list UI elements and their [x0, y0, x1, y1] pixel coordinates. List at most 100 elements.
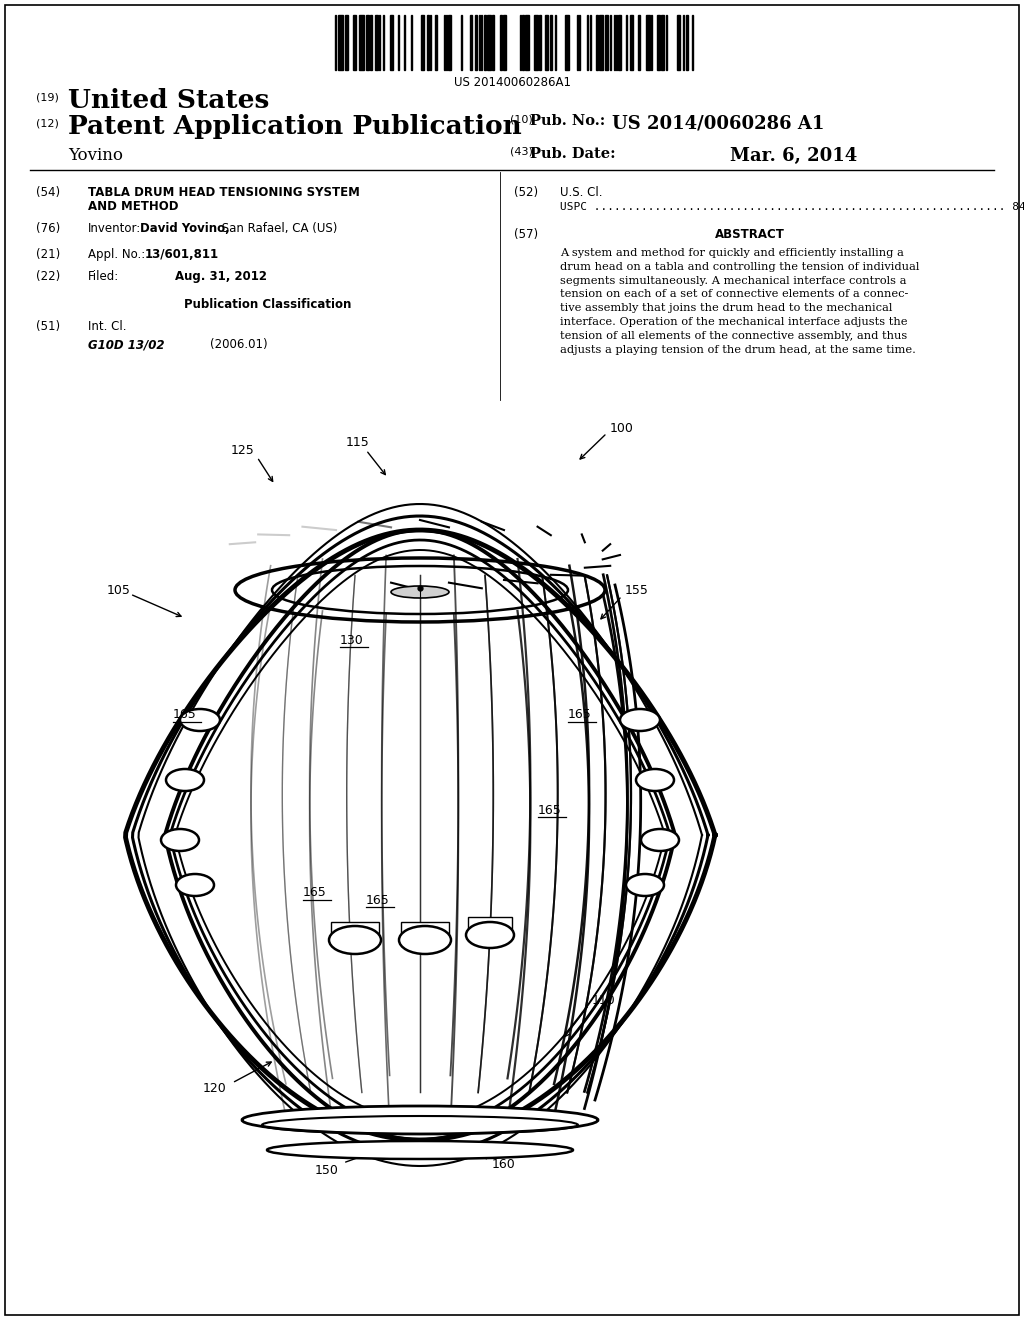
Bar [390, 15, 393, 70]
Bar [522, 15, 524, 70]
Bar [475, 15, 477, 70]
Bar [345, 15, 348, 70]
Ellipse shape [641, 829, 679, 851]
Bar [375, 15, 378, 70]
Text: San Rafael, CA (US): San Rafael, CA (US) [218, 222, 337, 235]
Text: ABSTRACT: ABSTRACT [715, 228, 785, 242]
Text: Mar. 6, 2014: Mar. 6, 2014 [730, 147, 857, 165]
Bar [359, 15, 364, 70]
Text: (51): (51) [36, 319, 60, 333]
Ellipse shape [399, 927, 451, 954]
Text: Inventor:: Inventor: [88, 222, 141, 235]
Bar [338, 15, 343, 70]
Bar [366, 15, 369, 70]
Bar [353, 15, 356, 70]
Text: US 2014/0060286 A1: US 2014/0060286 A1 [612, 114, 824, 132]
Ellipse shape [242, 1106, 598, 1134]
Ellipse shape [466, 921, 514, 948]
Text: 155: 155 [625, 583, 649, 597]
Bar [435, 15, 437, 70]
Ellipse shape [329, 927, 381, 954]
Text: adjusts a playing tension of the drum head, at the same time.: adjusts a playing tension of the drum he… [560, 345, 915, 355]
Text: (57): (57) [514, 228, 539, 242]
Ellipse shape [636, 770, 674, 791]
Text: (54): (54) [36, 186, 60, 199]
Bar [534, 15, 538, 70]
Text: segments simultaneously. A mechanical interface controls a: segments simultaneously. A mechanical in… [560, 276, 906, 285]
Bar [370, 15, 372, 70]
Bar [630, 15, 633, 70]
Text: G10D 13/02: G10D 13/02 [88, 338, 165, 351]
Text: 110: 110 [592, 994, 615, 1006]
Bar [427, 15, 429, 70]
Bar [500, 15, 502, 70]
Ellipse shape [391, 586, 449, 598]
Bar [618, 15, 621, 70]
Text: Publication Classification: Publication Classification [184, 298, 351, 312]
Text: 105: 105 [106, 583, 131, 597]
Text: 165: 165 [367, 894, 390, 907]
Text: (43): (43) [510, 147, 532, 157]
Bar [487, 15, 490, 70]
Text: tension of all elements of the connective assembly, and thus: tension of all elements of the connectiv… [560, 331, 907, 341]
Bar [565, 15, 569, 70]
Bar [449, 15, 451, 70]
Bar [545, 15, 548, 70]
Text: AND METHOD: AND METHOD [88, 201, 178, 213]
Text: (19): (19) [36, 92, 58, 103]
Bar [421, 15, 424, 70]
Bar [470, 15, 472, 70]
Text: (12): (12) [36, 117, 58, 128]
Text: 13/601,811: 13/601,811 [145, 248, 219, 261]
Text: 165: 165 [173, 709, 197, 722]
Bar [646, 15, 650, 70]
Text: 115: 115 [346, 437, 370, 450]
Ellipse shape [176, 874, 214, 896]
Text: 165: 165 [303, 887, 327, 899]
Bar [638, 15, 640, 70]
Text: tension on each of a set of connective elements of a connec-: tension on each of a set of connective e… [560, 289, 908, 300]
Text: 100: 100 [610, 421, 634, 434]
Text: (76): (76) [36, 222, 60, 235]
Text: 160: 160 [492, 1159, 516, 1172]
Text: drum head on a tabla and controlling the tension of individual: drum head on a tabla and controlling the… [560, 261, 920, 272]
Ellipse shape [267, 1140, 573, 1159]
Text: USPC ............................................................. 84/413: USPC ...................................… [560, 202, 1024, 213]
Text: (52): (52) [514, 186, 539, 199]
Text: Yovino: Yovino [68, 147, 123, 164]
Ellipse shape [626, 874, 664, 896]
Text: A system and method for quickly and efficiently installing a: A system and method for quickly and effi… [560, 248, 904, 257]
Bar [677, 15, 680, 70]
Text: Filed:: Filed: [88, 271, 119, 282]
Bar [503, 15, 506, 70]
Text: David Yovino,: David Yovino, [140, 222, 229, 235]
Text: 150: 150 [315, 1163, 339, 1176]
Ellipse shape [161, 829, 199, 851]
Bar [468, 917, 512, 939]
Text: (10): (10) [510, 114, 532, 124]
Text: Appl. No.:: Appl. No.: [88, 248, 145, 261]
Bar [686, 15, 688, 70]
Bar [331, 921, 379, 944]
Text: (21): (21) [36, 248, 60, 261]
Text: U.S. Cl.: U.S. Cl. [560, 186, 602, 199]
Text: Aug. 31, 2012: Aug. 31, 2012 [175, 271, 267, 282]
Bar [539, 15, 541, 70]
Text: TABLA DRUM HEAD TENSIONING SYSTEM: TABLA DRUM HEAD TENSIONING SYSTEM [88, 186, 359, 199]
Bar [492, 15, 494, 70]
Bar [657, 15, 660, 70]
Ellipse shape [180, 709, 220, 731]
Bar [401, 921, 449, 944]
Ellipse shape [620, 709, 660, 731]
Text: 120: 120 [203, 1081, 227, 1094]
Bar [596, 15, 598, 70]
Text: 165: 165 [539, 804, 562, 817]
Text: Int. Cl.: Int. Cl. [88, 319, 127, 333]
Ellipse shape [166, 770, 204, 791]
Bar [525, 15, 529, 70]
Text: interface. Operation of the mechanical interface adjusts the: interface. Operation of the mechanical i… [560, 317, 907, 327]
Text: tive assembly that joins the drum head to the mechanical: tive assembly that joins the drum head t… [560, 304, 892, 313]
Text: 165: 165 [568, 709, 592, 722]
Bar [605, 15, 608, 70]
Text: (2006.01): (2006.01) [210, 338, 267, 351]
